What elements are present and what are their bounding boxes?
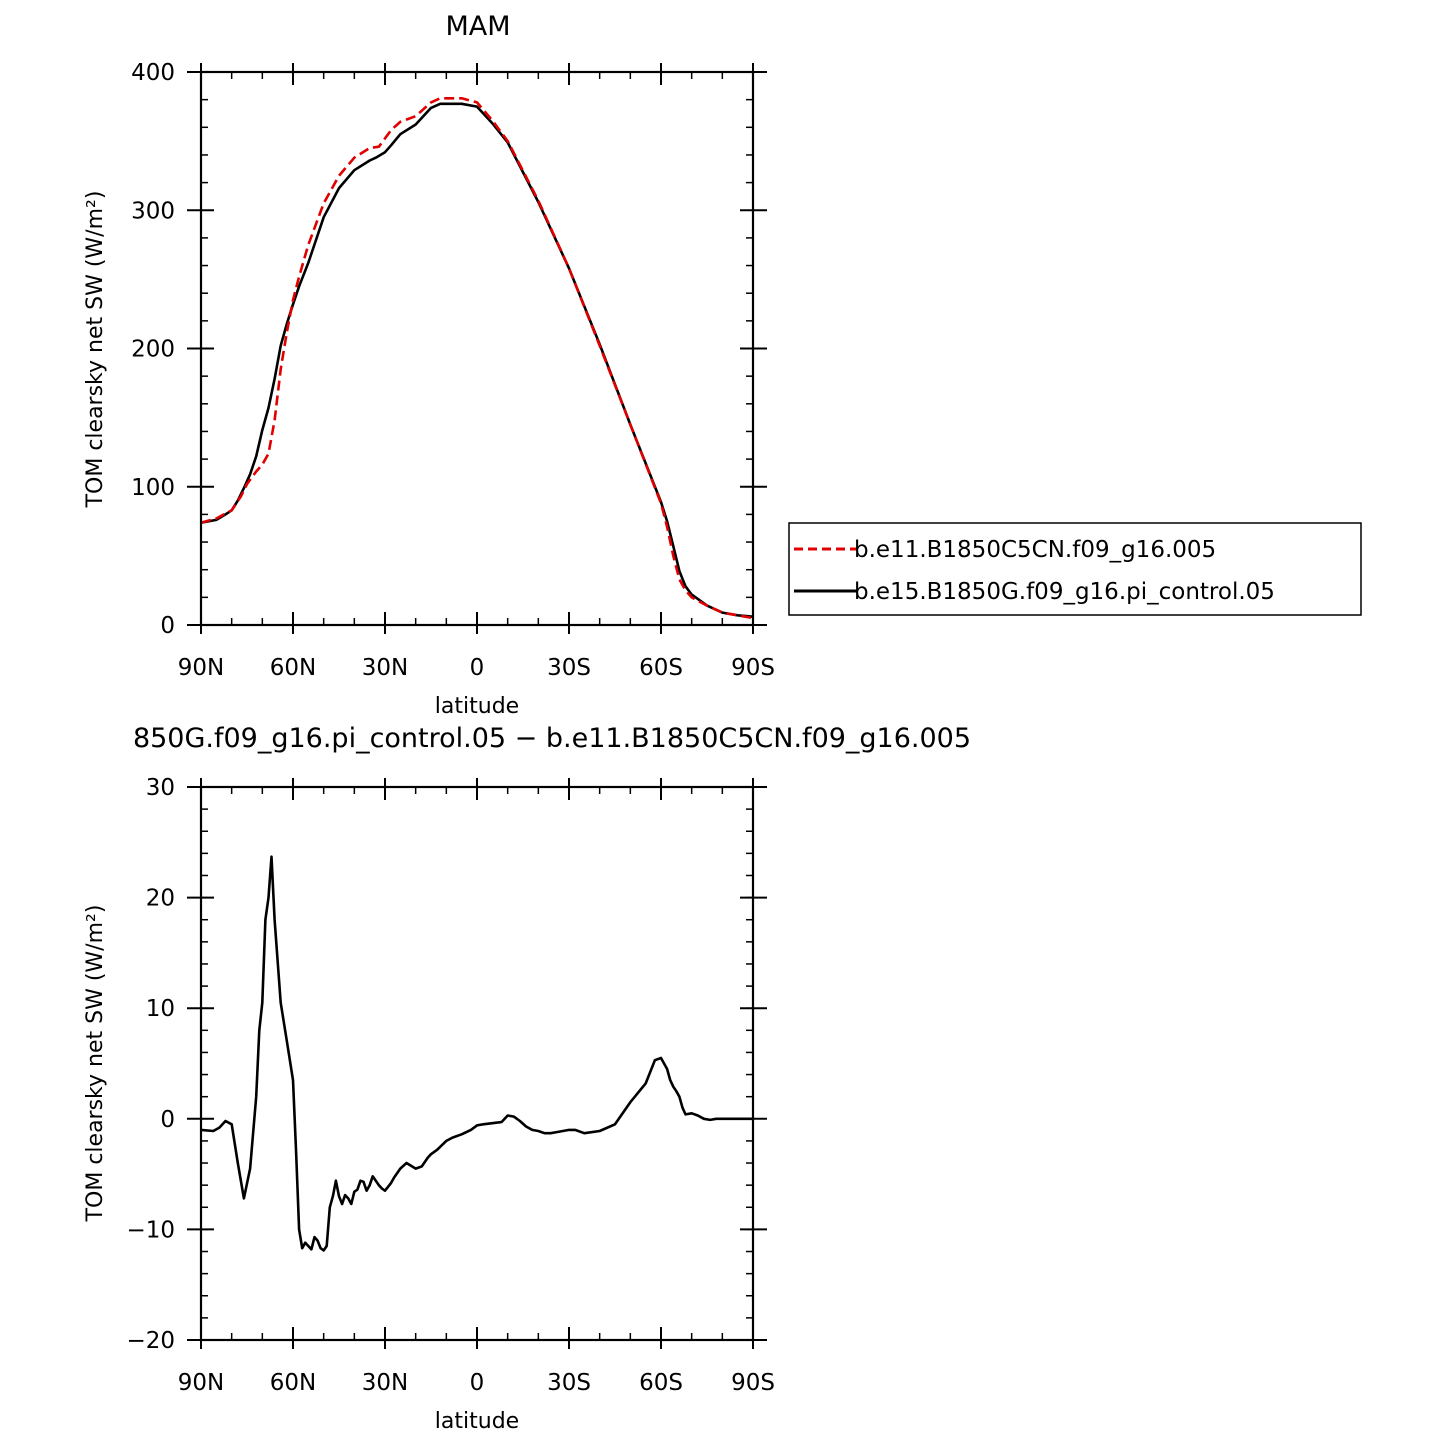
bottom-y-tick-label: 30 xyxy=(146,775,175,801)
top-x-tick-label: 90S xyxy=(731,655,775,681)
top-data-lines xyxy=(200,97,754,620)
legend: b.e11.B1850C5CN.f09_g16.005 b.e15.B1850G… xyxy=(788,522,1362,616)
top-x-tick-label: 90N xyxy=(178,655,224,681)
bottom-y-tick-label: 20 xyxy=(146,886,175,912)
top-y-tick-label: 0 xyxy=(160,613,175,639)
top-panel-title: MAM xyxy=(445,11,510,42)
top-x-tick-label: 30S xyxy=(547,655,591,681)
bottom-x-tick-label: 90S xyxy=(731,1370,775,1396)
top-tick-labels: 90N 60N 30N 0 30S 60S 90S 0 100 200 300 400 xyxy=(131,60,775,681)
bottom-y-tick-label: 0 xyxy=(160,1107,175,1133)
bottom-y-tick-label: −10 xyxy=(126,1217,175,1243)
bottom-x-tick-label: 30S xyxy=(547,1370,591,1396)
top-plot-frame xyxy=(199,70,755,627)
top-y-tick-label: 300 xyxy=(131,198,175,224)
top-x-tick-label: 60S xyxy=(639,655,683,681)
top-y-axis-title: TOM clearsky net SW (W/m²) xyxy=(83,191,108,509)
bottom-ticks xyxy=(187,778,767,1349)
legend-frame xyxy=(788,522,1362,616)
bottom-x-tick-label: 60N xyxy=(270,1370,316,1396)
bottom-x-axis-title: latitude xyxy=(435,1409,519,1434)
bottom-panel-title: 850G.f09_g16.pi_control.05 − b.e11.B1850… xyxy=(133,723,971,754)
bottom-x-tick-label: 90N xyxy=(178,1370,224,1396)
top-y-tick-label: 400 xyxy=(131,60,175,86)
top-x-tick-label: 0 xyxy=(470,655,485,681)
top-x-axis-title: latitude xyxy=(435,694,519,719)
top-panel: MAM 90N 60N 30N 0 30S 60S 90S 0 100 200 300 400 lat… xyxy=(83,11,775,719)
bottom-data-lines xyxy=(200,855,753,1252)
top-x-tick-label: 60N xyxy=(270,655,316,681)
bottom-x-tick-label: 0 xyxy=(470,1370,485,1396)
top-series-line-1 xyxy=(200,102,754,618)
bottom-y-tick-label: 10 xyxy=(146,996,175,1022)
top-series-line-0 xyxy=(200,97,754,620)
bottom-x-tick-label: 60S xyxy=(639,1370,683,1396)
top-y-tick-label: 200 xyxy=(131,337,175,363)
legend-label-model-a: b.e11.B1850C5CN.f09_g16.005 xyxy=(854,537,1216,563)
bottom-x-tick-label: 30N xyxy=(362,1370,408,1396)
top-y-tick-label: 100 xyxy=(131,475,175,501)
top-x-tick-label: 30N xyxy=(362,655,408,681)
legend-label-model-b: b.e15.B1850G.f09_g16.pi_control.05 xyxy=(854,579,1275,605)
bottom-y-tick-label: −20 xyxy=(126,1328,175,1354)
top-ticks xyxy=(187,63,767,634)
bottom-y-axis-title: TOM clearsky net SW (W/m²) xyxy=(83,905,108,1223)
bottom-plot-frame xyxy=(199,785,755,1342)
bottom-tick-labels: 90N 60N 30N 0 30S 60S 90S −20 −10 0 10 20 30 xyxy=(126,775,774,1396)
bottom-panel: 850G.f09_g16.pi_control.05 − b.e11.B1850… xyxy=(83,723,971,1434)
bottom-series-line-0 xyxy=(200,855,753,1252)
